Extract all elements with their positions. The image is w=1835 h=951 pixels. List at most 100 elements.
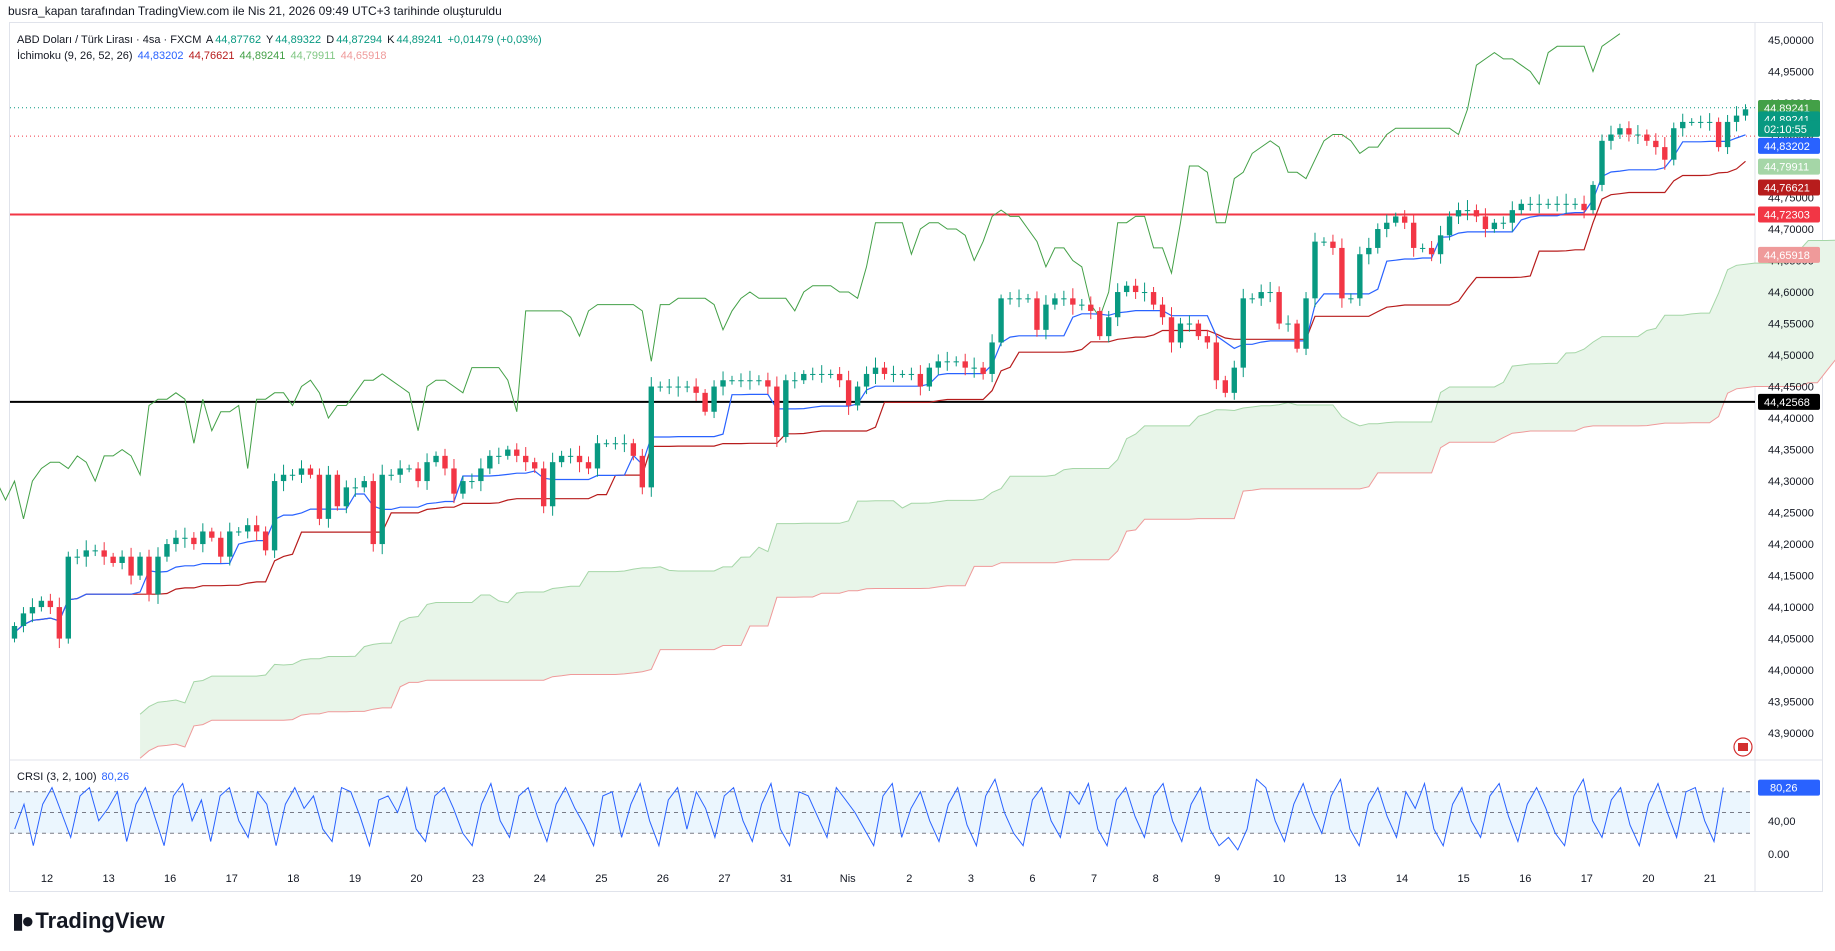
- candle-body: [397, 468, 403, 475]
- price-tick-label: 44,00000: [1768, 665, 1814, 677]
- candle: [1419, 243, 1426, 253]
- candle: [576, 445, 583, 473]
- candle-body: [1500, 222, 1507, 224]
- candle-body: [783, 380, 789, 437]
- candle: [1052, 293, 1058, 310]
- time-tick-label: 23: [472, 873, 484, 885]
- candle: [496, 447, 502, 465]
- candle-body: [1402, 216, 1408, 223]
- candle-body: [971, 367, 977, 369]
- ichimoku-legend[interactable]: İchimoku (9, 26, 52, 26) 44,83202 44,766…: [17, 50, 389, 62]
- candle: [1464, 200, 1471, 221]
- candle: [1410, 213, 1417, 257]
- crsi-legend[interactable]: CRSI (3, 2, 100) 80,26: [17, 771, 131, 783]
- candle-body: [1150, 292, 1157, 305]
- candle-body: [1303, 298, 1309, 349]
- price-tag-label: 02:10:55: [1764, 124, 1807, 136]
- candle-body: [1581, 203, 1587, 211]
- candle: [307, 464, 314, 479]
- candle-body: [38, 600, 45, 608]
- candle-body: [1742, 109, 1749, 116]
- candle-body: [227, 531, 233, 557]
- candle-body: [675, 386, 681, 388]
- close-value: 44,89241: [396, 34, 443, 46]
- candle: [451, 459, 457, 504]
- candle-body: [549, 462, 556, 507]
- candle: [648, 377, 654, 497]
- symbol-title[interactable]: ABD Doları / Türk Lirası · 4sa · FXCM: [17, 34, 202, 46]
- candle: [1653, 133, 1659, 155]
- price-tick-label: 44,40000: [1768, 413, 1814, 425]
- candle-body: [1312, 241, 1318, 299]
- candle: [1150, 286, 1157, 310]
- candle-body: [1016, 298, 1022, 300]
- candle-body: [863, 373, 870, 387]
- candle-body: [765, 380, 771, 387]
- candle-body: [801, 373, 807, 381]
- candle: [765, 372, 771, 395]
- candle-body: [1258, 292, 1264, 299]
- candle-body: [1617, 128, 1623, 135]
- candle: [191, 532, 197, 550]
- candle: [1079, 298, 1085, 311]
- candle: [1294, 319, 1300, 353]
- candle-body: [819, 373, 825, 375]
- candle-body: [1473, 210, 1480, 217]
- time-tick-label: 25: [595, 873, 607, 885]
- candle-body: [711, 386, 717, 412]
- candle-body: [505, 449, 511, 456]
- candle: [1213, 333, 1220, 390]
- candle: [182, 527, 188, 548]
- candle-body: [487, 455, 493, 469]
- candle-body: [693, 386, 699, 393]
- candle: [1706, 113, 1713, 131]
- candle-body: [1123, 285, 1130, 293]
- candle-body: [558, 455, 565, 463]
- price-tag: 44,83202: [1758, 137, 1820, 154]
- candle: [639, 448, 646, 495]
- candle: [1204, 329, 1211, 349]
- candle-body: [164, 544, 170, 557]
- candle-body: [1706, 121, 1713, 123]
- candle-body: [200, 531, 206, 545]
- candle-body: [1294, 323, 1300, 349]
- tradingview-logo[interactable]: ▮● TradingView: [12, 908, 165, 934]
- candle: [1384, 214, 1390, 238]
- candle: [1617, 123, 1623, 139]
- candle: [56, 597, 63, 649]
- candle: [1357, 246, 1363, 306]
- time-tick-label: 17: [226, 873, 238, 885]
- time-axis: 12 13 16 17 18 19 20 23 24 25 26 27 31 Nis 2 3 6 7 8 9 10 13 1…: [41, 873, 1716, 885]
- high-label: Y: [265, 34, 274, 46]
- candle-body: [523, 455, 529, 463]
- time-tick-label: 14: [1396, 873, 1408, 885]
- candle-body: [657, 386, 663, 388]
- candle: [1114, 283, 1121, 327]
- candle: [1106, 310, 1112, 343]
- time-tick-label: 24: [534, 873, 546, 885]
- candle: [478, 458, 484, 492]
- candle-body: [236, 531, 242, 533]
- candle-body: [953, 361, 959, 363]
- price-tick-label: 44,20000: [1768, 539, 1814, 551]
- candle-body: [1097, 310, 1103, 337]
- candle: [1437, 225, 1444, 264]
- us-flag-icon: [1733, 737, 1753, 757]
- candle-body: [478, 468, 484, 482]
- candle-body: [1249, 298, 1255, 300]
- candle: [1491, 218, 1498, 233]
- candle-body: [1680, 121, 1686, 129]
- price-tag-label: 44,65918: [1764, 250, 1810, 262]
- candle: [406, 464, 412, 473]
- candle-body: [926, 367, 933, 387]
- candle: [1446, 211, 1453, 241]
- price-tick-label: 44,05000: [1768, 634, 1814, 646]
- candle-body: [1653, 140, 1659, 148]
- candle-body: [1644, 134, 1650, 141]
- cloud-fill: [140, 240, 1835, 759]
- tradingview-logo-icon: ▮●: [12, 908, 34, 933]
- candle-body: [1141, 292, 1148, 294]
- candle: [1240, 288, 1246, 378]
- time-tick-label: 15: [1458, 873, 1470, 885]
